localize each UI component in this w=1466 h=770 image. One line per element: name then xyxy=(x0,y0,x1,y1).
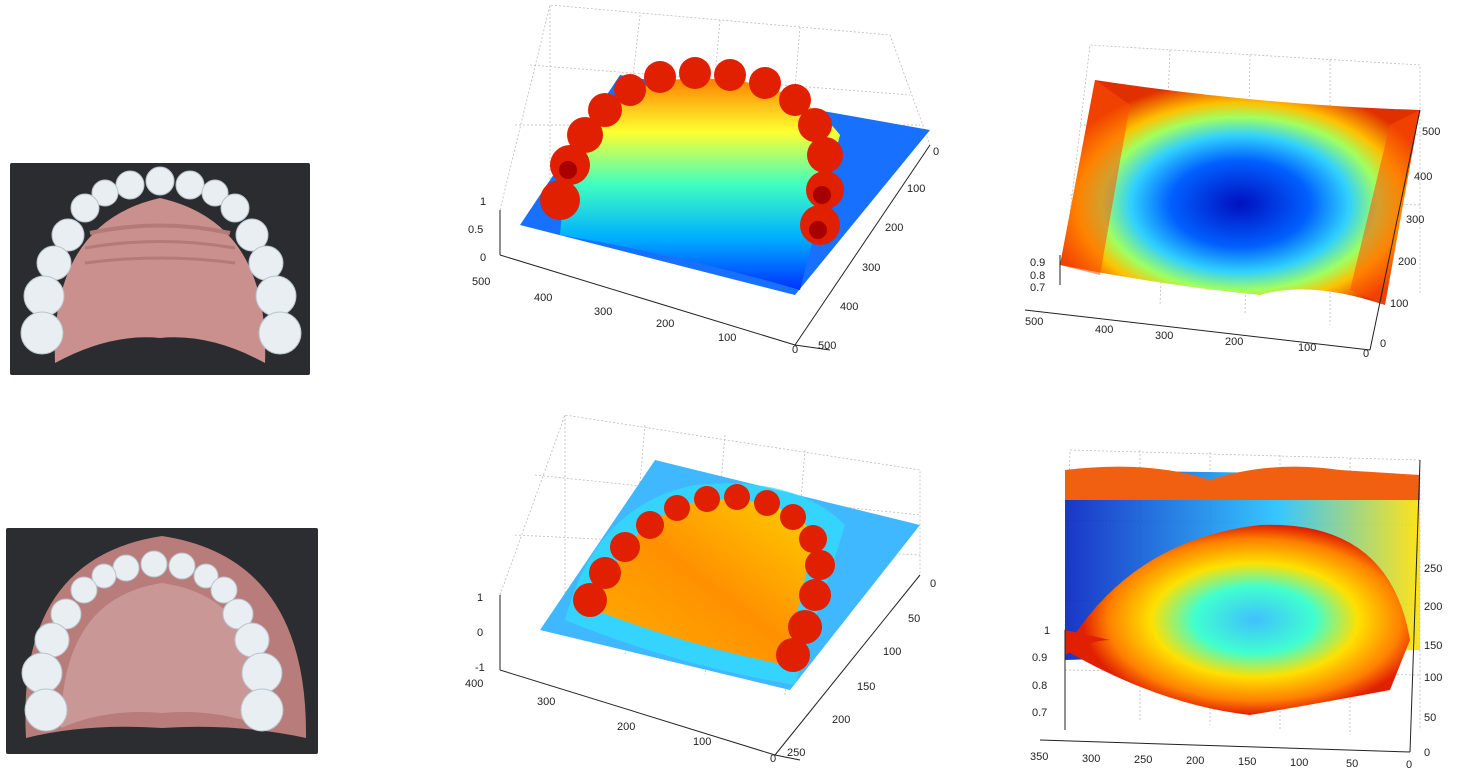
z-tick: 0 xyxy=(480,252,486,264)
dental-photo-lower xyxy=(6,528,318,754)
y-tick: 0 xyxy=(1424,747,1430,759)
x-tick: 100 xyxy=(1290,757,1308,769)
x-tick: 100 xyxy=(1298,342,1316,354)
y-tick: 400 xyxy=(1414,171,1432,183)
x-tick: 100 xyxy=(693,736,711,748)
y-tick: 150 xyxy=(1424,640,1442,652)
surface-palate xyxy=(595,499,815,665)
x-tick: 400 xyxy=(534,292,552,304)
dental-cast-photo-icon xyxy=(10,163,310,375)
y-tick: 100 xyxy=(1390,298,1408,310)
x-tick: 500 xyxy=(1025,316,1043,328)
y-tick: 50 xyxy=(1424,712,1436,724)
x-tick: 300 xyxy=(1155,330,1173,342)
y-tick: 500 xyxy=(818,340,836,352)
y-tick: 50 xyxy=(908,613,920,625)
y-tick: 100 xyxy=(1424,672,1442,684)
y-tick: 100 xyxy=(907,183,925,195)
z-tick: 1 xyxy=(480,196,486,208)
y-tick: 0 xyxy=(1380,338,1386,350)
surface-plot-row1-a: 0 0.5 1 500 400 300 200 100 0 0 100 200 … xyxy=(460,5,960,370)
y-tick: 250 xyxy=(1424,563,1442,575)
x-tick: 350 xyxy=(1030,751,1048,763)
y-tick: 300 xyxy=(862,262,880,274)
z-tick: 0.7 xyxy=(1032,707,1047,719)
z-tick: -1 xyxy=(475,662,485,674)
y-tick: 300 xyxy=(1406,214,1424,226)
x-tick: 0 xyxy=(770,753,776,765)
x-tick: 400 xyxy=(465,678,483,690)
surface-plot-row1-b: 0.7 0.8 0.9 500 400 300 200 100 0 0 100 … xyxy=(1010,35,1466,365)
y-tick: 250 xyxy=(787,747,805,759)
x-tick: 250 xyxy=(1134,754,1152,766)
y-tick: 400 xyxy=(840,301,858,313)
y-tick: 100 xyxy=(883,646,901,658)
x-tick: 300 xyxy=(594,306,612,318)
surface-palate xyxy=(1060,80,1420,305)
z-tick: 0.8 xyxy=(1030,270,1045,282)
dental-cast-photo-icon xyxy=(6,528,318,754)
x-tick: 0 xyxy=(1363,348,1369,360)
x-tick: 500 xyxy=(472,276,490,288)
y-tick: 200 xyxy=(1398,256,1416,268)
x-tick: 200 xyxy=(1186,755,1204,767)
surface-teeth-ridge xyxy=(540,57,844,245)
x-tick: 0 xyxy=(792,344,798,356)
y-tick: 150 xyxy=(857,681,875,693)
surface-plot-row2-b: 0.7 0.8 0.9 1 350 300 250 200 150 100 50… xyxy=(1010,440,1466,770)
y-tick: 200 xyxy=(832,714,850,726)
z-tick: 0.9 xyxy=(1030,257,1045,269)
x-tick: 300 xyxy=(537,696,555,708)
x-tick: 200 xyxy=(1225,336,1243,348)
z-tick: 0.9 xyxy=(1032,652,1047,664)
surface-palate xyxy=(560,78,840,291)
x-tick: 400 xyxy=(1095,324,1113,336)
surface-teeth-ridge xyxy=(573,484,835,672)
y-tick: 0 xyxy=(933,146,939,158)
x-tick: 0 xyxy=(1406,759,1412,770)
x-tick: 200 xyxy=(656,318,674,330)
z-tick: 0.5 xyxy=(468,224,483,236)
x-tick: 100 xyxy=(718,332,736,344)
x-tick: 300 xyxy=(1082,753,1100,765)
y-tick: 200 xyxy=(885,222,903,234)
y-tick: 0 xyxy=(930,578,936,590)
y-tick: 500 xyxy=(1422,126,1440,138)
z-tick: 1 xyxy=(477,592,483,604)
x-tick: 50 xyxy=(1346,758,1358,770)
surface-palate xyxy=(1065,524,1410,715)
z-tick: 0 xyxy=(477,627,483,639)
y-tick: 200 xyxy=(1424,601,1442,613)
surface-plot-row2-a: 1 0 -1 400 300 200 100 0 0 50 100 150 20… xyxy=(455,415,965,765)
z-tick: 1 xyxy=(1044,625,1050,637)
z-tick: 0.8 xyxy=(1032,680,1047,692)
x-tick: 150 xyxy=(1238,756,1256,768)
z-tick: 0.7 xyxy=(1030,282,1045,294)
x-tick: 200 xyxy=(617,721,635,733)
dental-photo-upper xyxy=(10,163,310,375)
